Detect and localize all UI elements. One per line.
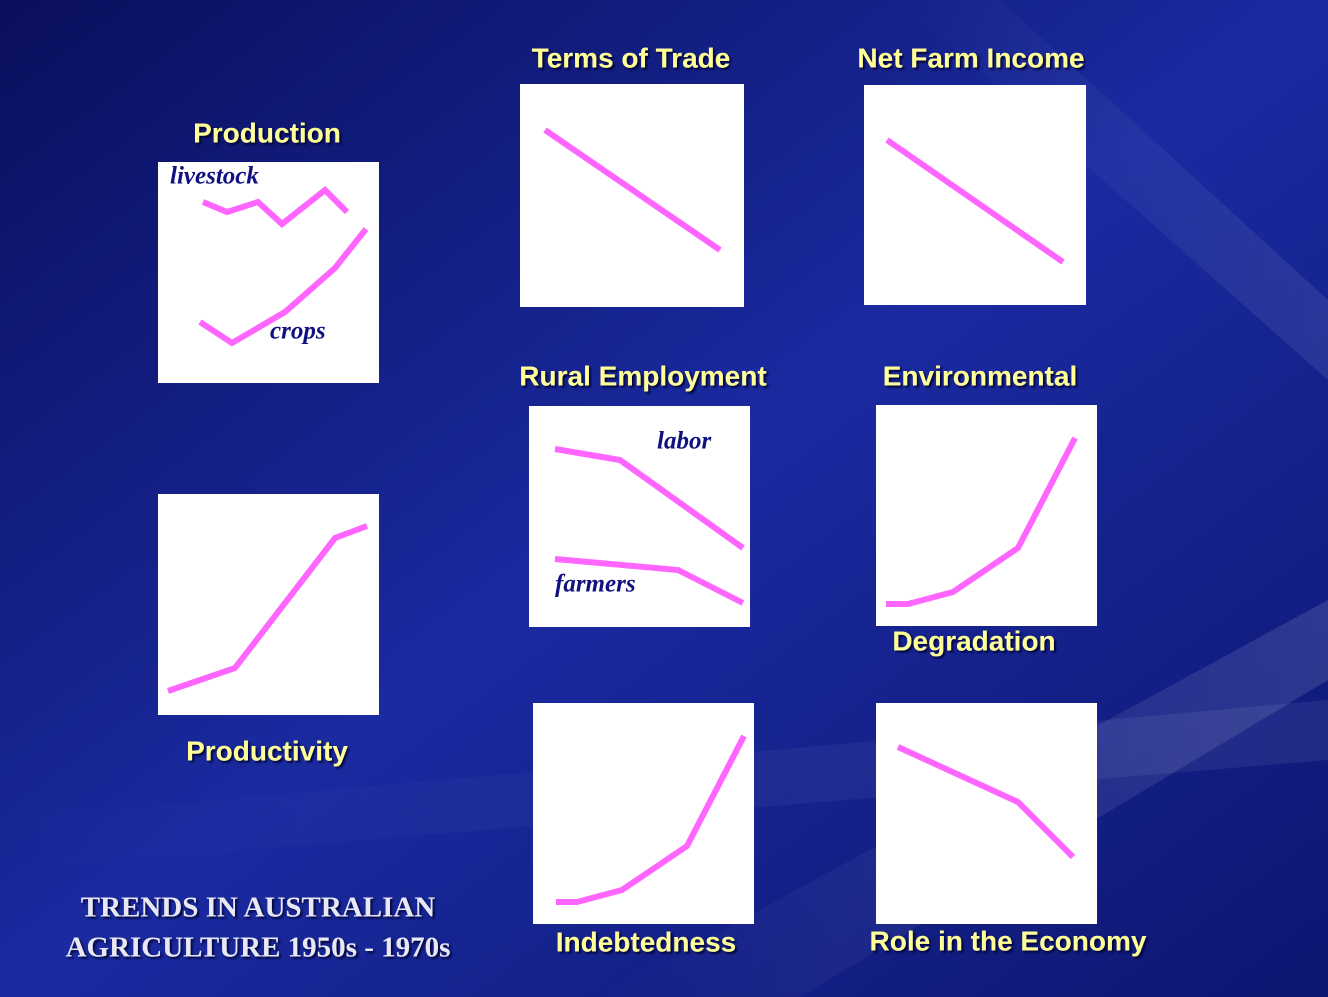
trend-line bbox=[201, 185, 350, 228]
panel bbox=[876, 703, 1097, 924]
panel-title: Environmental bbox=[883, 360, 1077, 391]
line-label: farmers bbox=[555, 571, 636, 598]
trend-line bbox=[886, 436, 1078, 607]
line-label: livestock bbox=[170, 163, 259, 190]
panel-title: Productivity bbox=[186, 735, 348, 766]
panel-title: Rural Employment bbox=[519, 360, 766, 391]
trend-line bbox=[167, 523, 369, 694]
slide-title: AGRICULTURE 1950s - 1970s bbox=[66, 932, 451, 964]
line-label: labor bbox=[657, 428, 711, 455]
trend-line bbox=[543, 127, 722, 253]
trend-line bbox=[885, 137, 1065, 265]
panel bbox=[158, 494, 379, 715]
trend-line bbox=[198, 227, 369, 347]
panel bbox=[520, 84, 744, 307]
trend-line bbox=[556, 734, 747, 905]
panel bbox=[158, 162, 379, 383]
trend-line bbox=[896, 744, 1076, 860]
slide-title: TRENDS IN AUSTRALIAN bbox=[81, 892, 436, 924]
panel bbox=[864, 85, 1086, 305]
panel bbox=[876, 405, 1097, 626]
panel-title: Degradation bbox=[892, 625, 1055, 656]
panel-title: Net Farm Income bbox=[857, 42, 1084, 73]
panel bbox=[533, 703, 754, 924]
panel-title: Production bbox=[193, 117, 341, 148]
trend-line bbox=[554, 556, 745, 606]
panel-title: Role in the Economy bbox=[870, 925, 1147, 956]
panel-title: Indebtedness bbox=[556, 926, 736, 957]
panel-title: Terms of Trade bbox=[532, 42, 731, 73]
trend-line bbox=[554, 446, 745, 551]
line-label: crops bbox=[270, 318, 326, 345]
